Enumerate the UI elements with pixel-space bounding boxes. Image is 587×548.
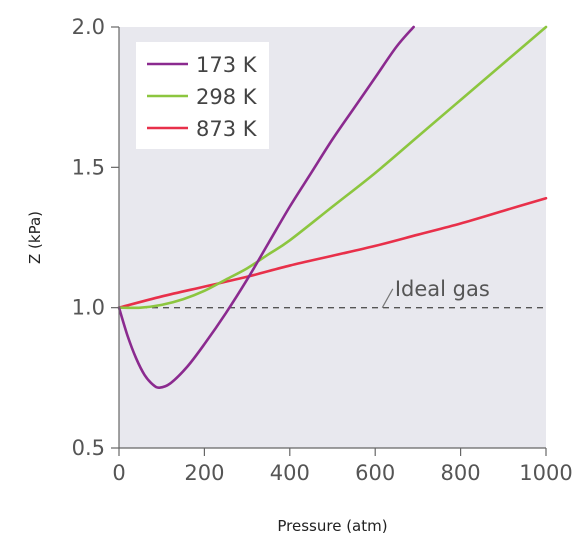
- series-line-873-k: [117, 196, 548, 309]
- x-tick-label: 200: [184, 461, 224, 485]
- x-tick-label: 600: [355, 461, 395, 485]
- legend-label-873-k: 873 K: [196, 117, 258, 141]
- x-tick-label: 400: [270, 461, 310, 485]
- legend-label-173-k: 173 K: [196, 53, 258, 77]
- y-tick-label: 0.5: [72, 436, 105, 460]
- legend-label-298-k: 298 K: [196, 85, 258, 109]
- x-tick-label: 1000: [519, 461, 572, 485]
- x-tick-label: 800: [441, 461, 481, 485]
- y-tick-label: 1.0: [72, 296, 105, 320]
- annotation-leader-line: [381, 288, 394, 308]
- y-axis-label: Z (kPa): [26, 211, 44, 264]
- x-tick-label: 0: [112, 461, 125, 485]
- series-line-298-k: [117, 25, 548, 310]
- annotation-ideal-gas-label: Ideal gas: [395, 277, 490, 301]
- y-tick-label: 2.0: [72, 15, 105, 39]
- y-tick-label: 1.5: [72, 155, 105, 179]
- x-axis-label: Pressure (atm): [277, 517, 387, 535]
- series-line-173-k: [117, 25, 415, 389]
